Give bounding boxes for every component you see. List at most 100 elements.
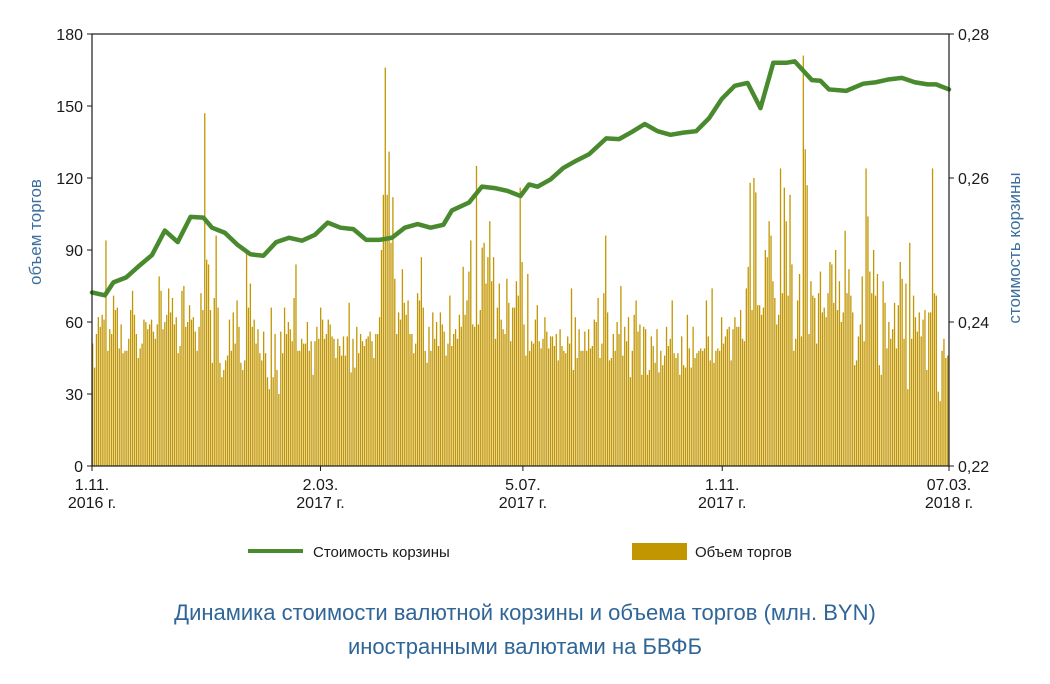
volume-bar: [285, 334, 288, 466]
volume-bar: [853, 365, 856, 466]
volume-bar: [606, 312, 609, 466]
volume-bar: [650, 336, 652, 466]
volume-bar: [107, 350, 109, 466]
volume-bar: [829, 262, 831, 466]
volume-bar: [584, 331, 586, 466]
volume-bar: [804, 149, 806, 466]
volume-bar: [223, 370, 225, 466]
volume-bar: [555, 334, 557, 466]
volume-bar: [371, 341, 373, 466]
volume-bar: [924, 310, 926, 466]
volume-bar: [739, 310, 742, 466]
volume-bar: [622, 355, 624, 466]
volume-bar: [143, 319, 145, 466]
volume-bar: [599, 358, 601, 466]
volume-bar: [92, 343, 94, 466]
volume-bar: [327, 319, 329, 466]
volume-bar: [158, 276, 160, 466]
volume-bar: [812, 295, 814, 466]
left-tick-label: 30: [65, 387, 83, 404]
volume-bar: [783, 187, 785, 466]
volume-bar: [481, 247, 483, 466]
volume-bar: [316, 326, 318, 466]
volume-bar: [377, 334, 379, 466]
volume-bar: [521, 262, 523, 466]
volume-bar: [472, 324, 474, 466]
volume-bar: [730, 360, 732, 466]
volume-bar: [496, 307, 499, 466]
volume-bar: [194, 331, 196, 466]
volume-bar: [407, 300, 409, 466]
volume-bar: [466, 300, 468, 466]
volume-bar: [124, 350, 126, 466]
volume-bar: [643, 326, 645, 466]
volume-bar: [570, 288, 573, 466]
volume-bar: [418, 300, 421, 466]
volume-bar: [542, 338, 544, 466]
volume-bar: [610, 358, 613, 466]
x-tick-label: 2016 г.: [68, 495, 116, 512]
volume-bar: [420, 257, 423, 466]
volume-bar: [331, 336, 333, 466]
volume-bar: [814, 298, 816, 466]
volume-bar: [582, 350, 584, 466]
volume-bar: [605, 235, 607, 466]
volume-bar: [625, 341, 628, 466]
volume-bar: [884, 302, 886, 466]
volume-bar: [525, 355, 527, 466]
volume-bar: [135, 334, 138, 466]
legend-bar-swatch: [632, 543, 687, 560]
volume-bar: [185, 326, 187, 466]
volume-bar: [928, 312, 930, 466]
volume-bar: [825, 317, 827, 466]
volume-bar: [445, 355, 447, 466]
volume-bar: [916, 331, 918, 466]
volume-bar: [823, 307, 825, 466]
volume-bar: [939, 401, 941, 466]
volume-bar: [791, 264, 793, 466]
volume-bar: [291, 341, 293, 466]
volume-bar: [548, 348, 550, 466]
volume-bar: [278, 394, 280, 466]
volume-bar: [656, 329, 658, 466]
volume-bar: [272, 377, 274, 466]
volume-bar: [722, 343, 725, 466]
volume-bar: [690, 367, 692, 466]
volume-bar: [890, 338, 892, 466]
volume-bar: [348, 302, 350, 466]
volume-bar: [905, 283, 907, 466]
volume-bar: [367, 336, 369, 466]
left-tick-label: 0: [74, 459, 83, 476]
volume-bar: [103, 319, 105, 466]
volume-bar: [726, 329, 728, 466]
volume-bar: [736, 326, 738, 466]
volume-bar: [145, 322, 147, 466]
volume-bar: [302, 343, 305, 466]
right-tick-label: 0,22: [958, 459, 989, 476]
left-tick-label: 180: [56, 27, 83, 44]
volume-bar: [785, 221, 787, 466]
volume-bar: [352, 338, 354, 466]
x-axis-ticks: 1.11.2016 г.2.03.2017 г.5.07.2017 г.1.11…: [68, 466, 973, 512]
volume-bar: [852, 312, 854, 466]
volume-bar: [715, 350, 717, 466]
volume-bar: [462, 266, 464, 466]
volume-bar: [857, 336, 860, 466]
volume-bar: [217, 307, 219, 466]
volume-bar: [580, 350, 582, 466]
volume-bar: [424, 350, 426, 466]
left-tick-label: 60: [65, 315, 83, 332]
volume-bar: [209, 310, 212, 466]
volume-bar: [435, 322, 438, 466]
volume-bar: [907, 389, 909, 466]
volume-bar: [154, 338, 157, 466]
volume-bar: [608, 360, 611, 466]
volume-bar: [259, 353, 261, 466]
volume-bar: [287, 322, 290, 466]
volume-bar: [760, 314, 763, 466]
volume-bar: [405, 314, 407, 466]
volume-bar: [168, 288, 170, 466]
volume-bar: [682, 365, 685, 466]
volume-bar: [766, 257, 768, 466]
volume-bar: [586, 350, 588, 466]
